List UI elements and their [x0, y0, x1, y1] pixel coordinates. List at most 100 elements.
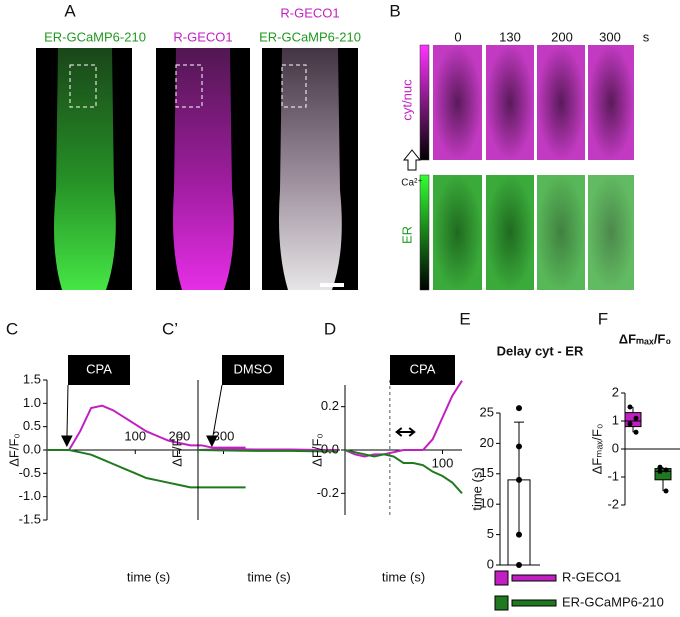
chart-title: Delay cyt - ER — [497, 343, 584, 358]
y-tick-label: -2 — [607, 496, 619, 511]
image-title: R-GECO1 — [280, 5, 339, 20]
row-label: cyt/nuc — [399, 79, 414, 121]
series-line — [197, 448, 337, 451]
legend-line — [511, 599, 557, 607]
y-tick-label: 20 — [480, 435, 494, 450]
panel-label: F — [598, 309, 608, 328]
treatment-label: CPA — [410, 361, 436, 376]
panel-label: E — [459, 309, 470, 328]
y-tick-label: -1.5 — [19, 511, 41, 526]
y-tick-label: 0 — [487, 556, 494, 571]
y-tick-label: 0.0 — [23, 441, 41, 456]
image-title: R-GECO1 — [173, 29, 232, 44]
x-axis-label: time (s) — [382, 569, 425, 584]
y-tick-label: 0.2 — [321, 398, 339, 413]
panel-label: A — [64, 1, 76, 20]
y-tick-label: -0.5 — [19, 465, 41, 480]
data-point — [627, 404, 633, 410]
data-point — [663, 467, 669, 473]
y-tick-label: 10 — [480, 496, 494, 511]
y-tick-label: 1.5 — [23, 371, 41, 386]
panel-label: B — [389, 1, 400, 20]
legend-label: R-GECO1 — [562, 569, 621, 584]
row-label: ER — [399, 226, 414, 244]
color-scale — [419, 44, 430, 161]
delay-arrow — [395, 427, 416, 437]
x-tick-label: 100 — [124, 428, 146, 443]
y-tick-label: 1 — [612, 412, 619, 427]
chart-title: ΔFₘₐₓ/F₀ — [619, 331, 672, 346]
data-point — [516, 405, 522, 412]
y-tick-label: 15 — [480, 465, 494, 480]
treatment-arrow — [61, 384, 73, 448]
panel-label: C’ — [162, 319, 178, 338]
data-point — [627, 421, 633, 427]
x-tick-label: 100 — [432, 455, 454, 470]
x-axis-label: time (s) — [127, 569, 170, 584]
y-tick-label: 5 — [487, 526, 494, 541]
y-tick-label: -0.2 — [317, 485, 339, 500]
series-line — [197, 449, 337, 453]
series-line — [344, 380, 463, 458]
y-tick-label: 0.5 — [23, 418, 41, 433]
color-scale — [419, 174, 430, 291]
data-point — [633, 415, 639, 421]
y-axis-label: ΔF/F₀ — [309, 433, 324, 467]
arrow — [402, 149, 422, 171]
ion-label: Ca²⁺ — [401, 178, 422, 189]
treatment-arrow — [206, 384, 223, 448]
image-title: ER-GCaMP6-210 — [259, 29, 361, 44]
micrograph — [36, 48, 132, 290]
series-line — [47, 404, 246, 451]
y-axis-label: ΔFₘₐₓ/F₀ — [589, 424, 604, 475]
panel-label: C — [6, 319, 18, 338]
data-point — [657, 464, 663, 470]
data-point — [516, 531, 522, 538]
time-label: 200 — [551, 29, 573, 44]
panel-label: D — [324, 319, 336, 338]
y-tick-label: 0.0 — [321, 441, 339, 456]
treatment-label: DMSO — [234, 361, 273, 376]
image-title: ER-GCaMP6-210 — [44, 29, 146, 44]
series-line — [47, 449, 246, 489]
image-row — [433, 175, 634, 290]
data-point — [516, 476, 522, 483]
image-row — [433, 45, 634, 160]
legend-label: ER-GCaMP6-210 — [562, 594, 664, 609]
data-point — [633, 429, 639, 435]
y-axis-label: ΔF/F₀ — [6, 433, 21, 467]
y-tick-label: 1.0 — [23, 395, 41, 410]
treatment-box — [222, 355, 284, 385]
data-point — [516, 443, 522, 450]
series-line — [344, 449, 463, 495]
data-point — [657, 468, 663, 474]
legend-line — [511, 574, 557, 582]
y-axis-label: time (s) — [469, 467, 484, 510]
micrograph — [262, 48, 358, 290]
time-unit: s — [643, 29, 650, 44]
x-axis-label: time (s) — [247, 569, 290, 584]
x-tick-label: 300 — [213, 428, 235, 443]
y-tick-label: 2 — [612, 384, 619, 399]
time-label: 130 — [499, 29, 521, 44]
data-point — [516, 562, 522, 568]
treatment-box — [68, 355, 130, 385]
treatment-box — [390, 355, 455, 385]
box — [624, 412, 642, 428]
box — [654, 468, 672, 481]
micrograph — [156, 48, 250, 290]
y-tick-label: -1 — [607, 468, 619, 483]
time-label: 0 — [454, 29, 461, 44]
y-axis-label: ΔF/F₀ — [169, 433, 184, 467]
legend-swatch — [494, 570, 509, 586]
y-tick-label: 0 — [612, 440, 619, 455]
treatment-label: CPA — [86, 361, 112, 376]
x-tick-label: 200 — [169, 428, 191, 443]
y-tick-label: 25 — [480, 404, 494, 419]
legend-swatch — [494, 595, 509, 611]
y-tick-label: -1.0 — [19, 488, 41, 503]
data-point — [663, 488, 669, 494]
time-label: 300 — [599, 29, 621, 44]
